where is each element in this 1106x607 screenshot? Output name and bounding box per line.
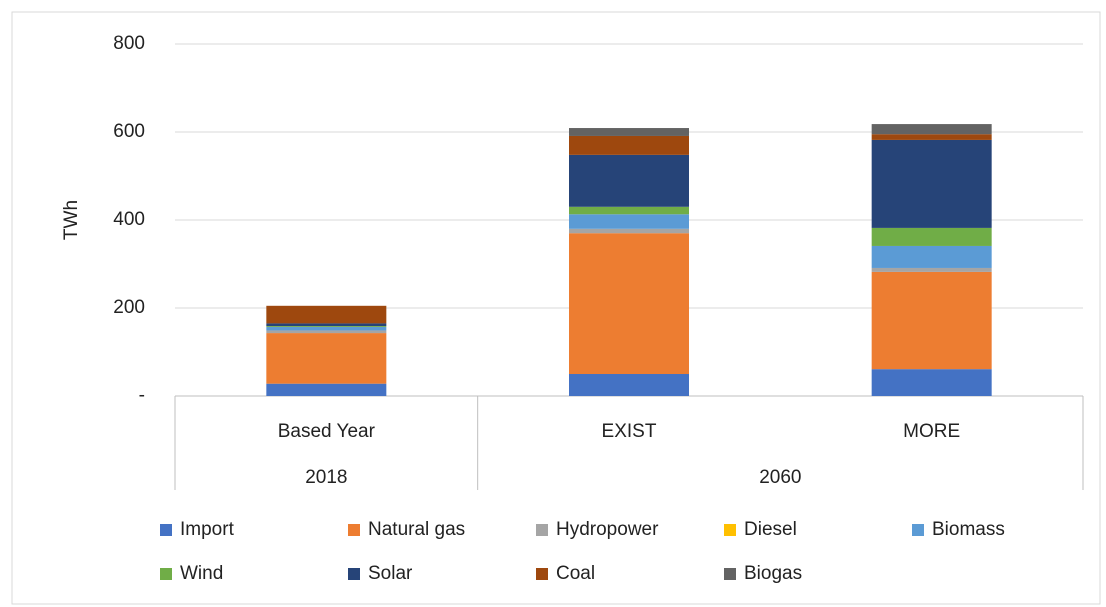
bar-segment [871,369,992,396]
legend-swatch [912,524,924,536]
bar-segment [871,134,992,140]
legend-label: Wind [180,563,223,584]
x-tick-label: MORE [903,421,960,442]
legend-swatch [160,524,172,536]
bar-segment [569,154,689,207]
bar-segment [569,233,689,374]
legend-label: Biogas [744,563,802,584]
legend-label: Import [180,519,235,540]
y-tick-label: 400 [113,209,145,230]
legend-swatch [536,524,548,536]
bar-segment [871,139,992,228]
x-tick-label: EXIST [602,421,657,442]
y-tick-label: - [139,385,145,406]
y-tick-label: 600 [113,121,145,142]
legend-swatch [724,568,736,580]
y-tick-label: 200 [113,297,145,318]
bar-segment [266,326,387,327]
bar-segment [266,323,387,327]
bar-segment [569,214,689,229]
x-tick-label: Based Year [278,421,376,442]
bar-segment [266,330,387,334]
bar-segment [871,271,992,370]
bar-segment [871,267,992,272]
group-label: 2018 [305,467,347,488]
y-axis-label: TWh [61,200,82,240]
legend-swatch [348,524,360,536]
bar-segment [569,228,689,234]
legend-swatch [536,568,548,580]
legend-label: Diesel [744,519,797,540]
legend-label: Solar [368,563,413,584]
bar-segment [569,374,689,396]
legend-swatch [348,568,360,580]
bar-segment [266,333,387,384]
bar-segment [569,128,689,136]
bar-segment [871,124,992,135]
bar-segment [569,135,689,155]
bar-segment [266,383,387,396]
legend-label: Hydropower [556,519,659,540]
bar-segment [266,305,387,324]
legend-label: Biomass [932,519,1005,540]
bar-segment [569,206,689,215]
bar-segment [266,326,387,331]
y-tick-label: 800 [113,33,145,54]
legend-label: Coal [556,563,595,584]
bar-segment [871,245,992,268]
legend-swatch [160,568,172,580]
legend-swatch [724,524,736,536]
legend-label: Natural gas [368,519,465,540]
group-label: 2060 [759,467,801,488]
bar-segment [871,227,992,246]
